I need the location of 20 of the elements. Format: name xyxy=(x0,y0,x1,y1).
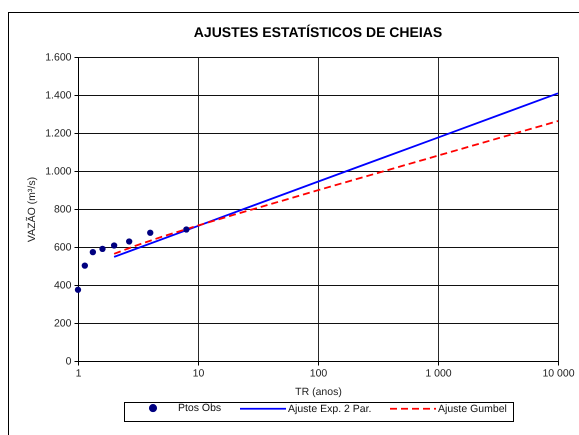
y-axis-title: VAZÃO (m³/s) xyxy=(25,176,38,242)
y-tick-label: 1.600 xyxy=(45,52,72,64)
x-tick-label: 1 000 xyxy=(425,368,452,380)
x-tick-label: 1 xyxy=(76,368,82,380)
y-tick-label: 800 xyxy=(54,204,72,216)
chart-title: AJUSTES ESTATÍSTICOS DE CHEIAS xyxy=(194,24,442,40)
x-tick-label: 10 xyxy=(192,368,204,380)
legend-label: Ajuste Gumbel xyxy=(438,402,507,415)
y-tick-label: 1.400 xyxy=(45,90,72,102)
legend-label: Ptos Obs xyxy=(178,402,222,414)
y-tick-label: 400 xyxy=(54,280,72,292)
x-tick-label: 10 000 xyxy=(542,368,575,380)
legend-label: Ajuste Exp. 2 Par. xyxy=(288,402,372,415)
x-tick-label: 100 xyxy=(310,368,328,380)
y-tick-label: 0 xyxy=(66,356,72,368)
x-axis-title: TR (anos) xyxy=(295,386,342,398)
y-tick-label: 1.200 xyxy=(45,128,72,140)
y-tick-label: 1.000 xyxy=(45,166,72,178)
y-tick-label: 600 xyxy=(54,242,72,254)
y-tick-label: 200 xyxy=(54,318,72,330)
